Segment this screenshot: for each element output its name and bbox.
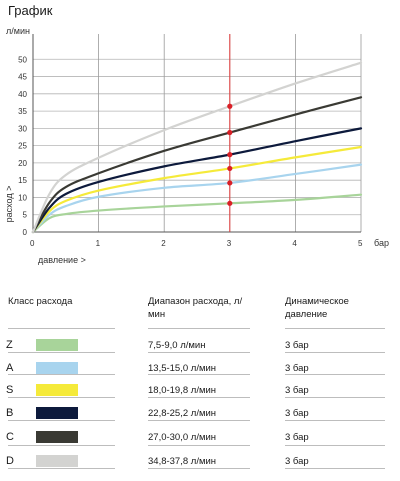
flow-range: 18,0-19,8 л/мин (148, 385, 217, 396)
table-row: B 22,8-25,2 л/мин 3 бар (0, 406, 400, 422)
y-tick-label: 10 (18, 193, 27, 202)
x-tick-label: 1 (96, 239, 101, 248)
y-tick-label: 35 (18, 107, 27, 116)
marker-dot (227, 200, 233, 206)
row-divider (8, 328, 115, 329)
header-pressure: Динамическое давление (285, 296, 349, 320)
row-divider (285, 445, 385, 446)
dynamic-pressure: 3 бар (285, 456, 309, 467)
y-tick-label: 0 (23, 228, 28, 237)
row-divider (8, 445, 115, 446)
class-color-swatch (36, 339, 78, 351)
flow-range: 27,0-30,0 л/мин (148, 432, 217, 443)
table-row: Z 7,5-9,0 л/мин 3 бар (0, 338, 400, 354)
y-tick-label: 25 (18, 142, 27, 151)
y-tick-label: 40 (18, 90, 27, 99)
table-row: D 34,8-37,8 л/мин 3 бар (0, 454, 400, 470)
dynamic-pressure: 3 бар (285, 408, 309, 419)
header-range: Диапазон расхода, л/мин (148, 296, 243, 320)
y-unit-label: л/мин (6, 26, 30, 36)
row-divider (148, 420, 250, 421)
row-divider (148, 445, 250, 446)
series-line-s (31, 145, 363, 234)
class-color-swatch (36, 362, 78, 374)
y-axis-title: расход > (4, 186, 14, 223)
x-tick-label: 2 (161, 239, 166, 248)
y-tick-label: 20 (18, 159, 27, 168)
row-divider (285, 374, 385, 375)
marker-dot (227, 180, 233, 186)
y-tick-label: 15 (18, 176, 27, 185)
flow-range: 7,5-9,0 л/мин (148, 340, 206, 351)
header-class: Класс расхода (8, 296, 73, 307)
class-letter: A (6, 362, 14, 374)
class-color-swatch (36, 384, 78, 396)
class-letter: S (6, 384, 14, 396)
y-tick-label: 50 (18, 55, 27, 64)
dynamic-pressure: 3 бар (285, 432, 309, 443)
class-letter: B (6, 407, 14, 419)
row-divider (148, 374, 250, 375)
row-divider (285, 468, 385, 469)
class-letter: C (6, 431, 14, 443)
page-title: График (8, 3, 53, 18)
y-tick-label: 30 (18, 124, 27, 133)
table-row: S 18,0-19,8 л/мин 3 бар (0, 383, 400, 399)
marker-dot (227, 165, 233, 172)
x-tick-label: 5 (358, 239, 363, 248)
class-color-swatch (36, 407, 78, 419)
table-row: A 13,5-15,0 л/мин 3 бар (0, 361, 400, 377)
y-tick-label: 5 (23, 211, 28, 220)
row-divider (148, 468, 250, 469)
row-divider (148, 352, 250, 353)
x-unit-label: бар (374, 238, 389, 248)
y-tick-label: 45 (18, 73, 27, 82)
row-divider (8, 397, 115, 398)
series-line-c (31, 96, 363, 234)
row-divider (8, 374, 115, 375)
marker-dot (227, 152, 233, 158)
table-row: C 27,0-30,0 л/мин 3 бар (0, 430, 400, 446)
row-divider (8, 468, 115, 469)
x-tick-label: 0 (30, 239, 35, 248)
class-letter: Z (6, 339, 13, 351)
dynamic-pressure: 3 бар (285, 340, 309, 351)
marker-dot (227, 103, 233, 109)
class-color-swatch (36, 431, 78, 443)
series-line-b (31, 127, 363, 234)
row-divider (148, 328, 250, 329)
series-line-d (31, 61, 363, 234)
row-divider (8, 420, 115, 421)
row-divider (148, 397, 250, 398)
flow-range: 13,5-15,0 л/мин (148, 363, 217, 374)
row-divider (285, 328, 385, 329)
dynamic-pressure: 3 бар (285, 385, 309, 396)
series-line-a (31, 163, 363, 234)
class-letter: D (6, 455, 14, 467)
class-color-swatch (36, 455, 78, 467)
x-tick-label: 4 (292, 239, 297, 248)
dynamic-pressure: 3 бар (285, 363, 309, 374)
marker-dot (227, 129, 233, 136)
flow-range: 34,8-37,8 л/мин (148, 456, 217, 467)
row-divider (285, 397, 385, 398)
series-line-z (31, 193, 363, 234)
x-tick-label: 3 (227, 239, 232, 248)
x-axis-title: давление > (38, 255, 86, 265)
row-divider (285, 352, 385, 353)
flow-range: 22,8-25,2 л/мин (148, 408, 217, 419)
row-divider (8, 352, 115, 353)
row-divider (285, 420, 385, 421)
